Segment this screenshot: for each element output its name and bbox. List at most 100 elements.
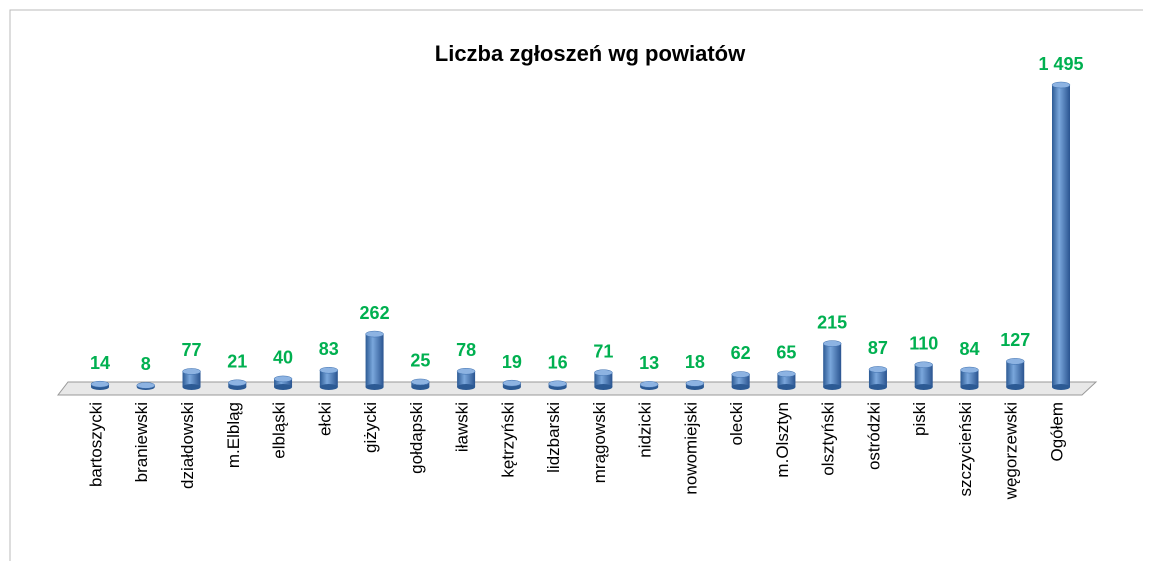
data-label: 14 <box>90 353 110 373</box>
bar-cap <box>822 340 842 347</box>
x-tick-label: mrągowski <box>590 402 609 483</box>
x-tick-label: nowomiejski <box>681 402 700 495</box>
x-tick-label: działdowski <box>178 402 197 489</box>
x-tick-label: kętrzyński <box>498 402 517 478</box>
x-tick-label: Ogółem <box>1047 402 1066 462</box>
x-tick-label: węgorzewski <box>1002 402 1021 500</box>
x-tick-label: olsztyński <box>819 402 838 476</box>
bar <box>731 374 750 387</box>
bar-cap <box>868 366 888 373</box>
bar <box>319 370 338 387</box>
data-label: 19 <box>502 352 522 372</box>
data-label: 8 <box>141 354 151 374</box>
x-tick-label: szczycieński <box>956 402 975 496</box>
data-label: 62 <box>731 343 751 363</box>
chart-title: Liczba zgłoszeń wg powiatów <box>435 41 746 66</box>
bar-cap <box>594 369 613 376</box>
bar-base <box>1006 384 1025 390</box>
x-tick-label: olecki <box>727 402 746 445</box>
bar-cap <box>411 378 430 386</box>
bar-cap <box>914 361 933 369</box>
data-label: 25 <box>410 351 430 371</box>
data-label: 21 <box>227 352 247 372</box>
bar-base <box>457 384 476 390</box>
bar <box>594 372 613 387</box>
bar-cap <box>731 371 750 378</box>
bar-cap <box>273 375 293 383</box>
data-label: 40 <box>273 348 293 368</box>
bar <box>777 373 796 387</box>
bar-cap <box>182 368 201 375</box>
bar-base <box>182 384 201 390</box>
data-label: 16 <box>548 353 568 373</box>
x-tick-label: braniewski <box>132 402 151 482</box>
bar <box>457 371 476 387</box>
bar-base <box>868 384 887 390</box>
data-label: 65 <box>776 343 796 363</box>
bar-cap <box>685 380 705 387</box>
bar <box>823 343 842 387</box>
bar-cap <box>502 379 522 387</box>
bar-cap <box>639 381 659 388</box>
bar <box>182 371 201 387</box>
bar-cap <box>456 367 476 375</box>
bar-cap <box>1051 81 1071 89</box>
x-tick-label: giżycki <box>361 402 380 453</box>
bar-cap <box>136 382 156 389</box>
data-label: 127 <box>1000 330 1030 350</box>
bar <box>914 364 933 387</box>
data-label: 78 <box>456 340 476 360</box>
x-tick-label: ełcki <box>315 402 334 436</box>
data-label: 83 <box>319 339 339 359</box>
x-tick-label: nidzicki <box>636 402 655 458</box>
x-tick-label: ostródzki <box>864 402 883 470</box>
bar-base <box>319 384 338 390</box>
frame <box>9 9 1143 561</box>
bar-base <box>960 384 979 390</box>
x-tick-label: m.Elbląg <box>224 402 243 468</box>
data-label: 71 <box>593 341 613 361</box>
data-label: 87 <box>868 338 888 358</box>
bar-base <box>365 384 384 390</box>
bar-cap <box>777 370 796 378</box>
bar <box>868 369 887 387</box>
data-label: 215 <box>817 312 847 332</box>
bar-base <box>823 384 842 390</box>
bar <box>1052 85 1070 387</box>
floor <box>56 381 1098 396</box>
x-tick-label: elbląski <box>270 402 289 459</box>
data-label: 84 <box>959 339 979 359</box>
bar-cap <box>365 330 384 338</box>
bar <box>1006 361 1025 387</box>
bar <box>274 378 293 387</box>
bar-base <box>411 384 430 390</box>
data-label: 110 <box>909 334 938 354</box>
bar-base <box>274 384 293 390</box>
bar-base <box>914 384 933 390</box>
x-tick-label: iławski <box>453 402 472 452</box>
data-label: 262 <box>360 303 390 323</box>
bar-base <box>594 384 613 390</box>
bar-base <box>1052 384 1070 390</box>
bar-cap <box>1005 358 1025 365</box>
x-tick-label: gołdapski <box>407 402 426 474</box>
bar-cap <box>228 379 247 387</box>
bar-cap <box>548 380 567 388</box>
x-tick-label: piski <box>910 402 929 436</box>
bar-base <box>777 384 796 390</box>
bar <box>960 370 979 387</box>
data-label: 13 <box>639 353 659 373</box>
data-label: 1 495 <box>1038 54 1083 74</box>
data-label: 18 <box>685 352 705 372</box>
bar-cap <box>960 366 979 374</box>
x-tick-label: m.Olsztyn <box>773 402 792 478</box>
x-tick-label: bartoszycki <box>86 402 105 487</box>
bar-cap <box>319 366 339 374</box>
bar-base <box>731 384 750 390</box>
data-label: 77 <box>182 340 202 360</box>
x-tick-label: lidzbarski <box>544 402 563 473</box>
bar-cap <box>90 380 110 388</box>
bar <box>365 334 384 387</box>
